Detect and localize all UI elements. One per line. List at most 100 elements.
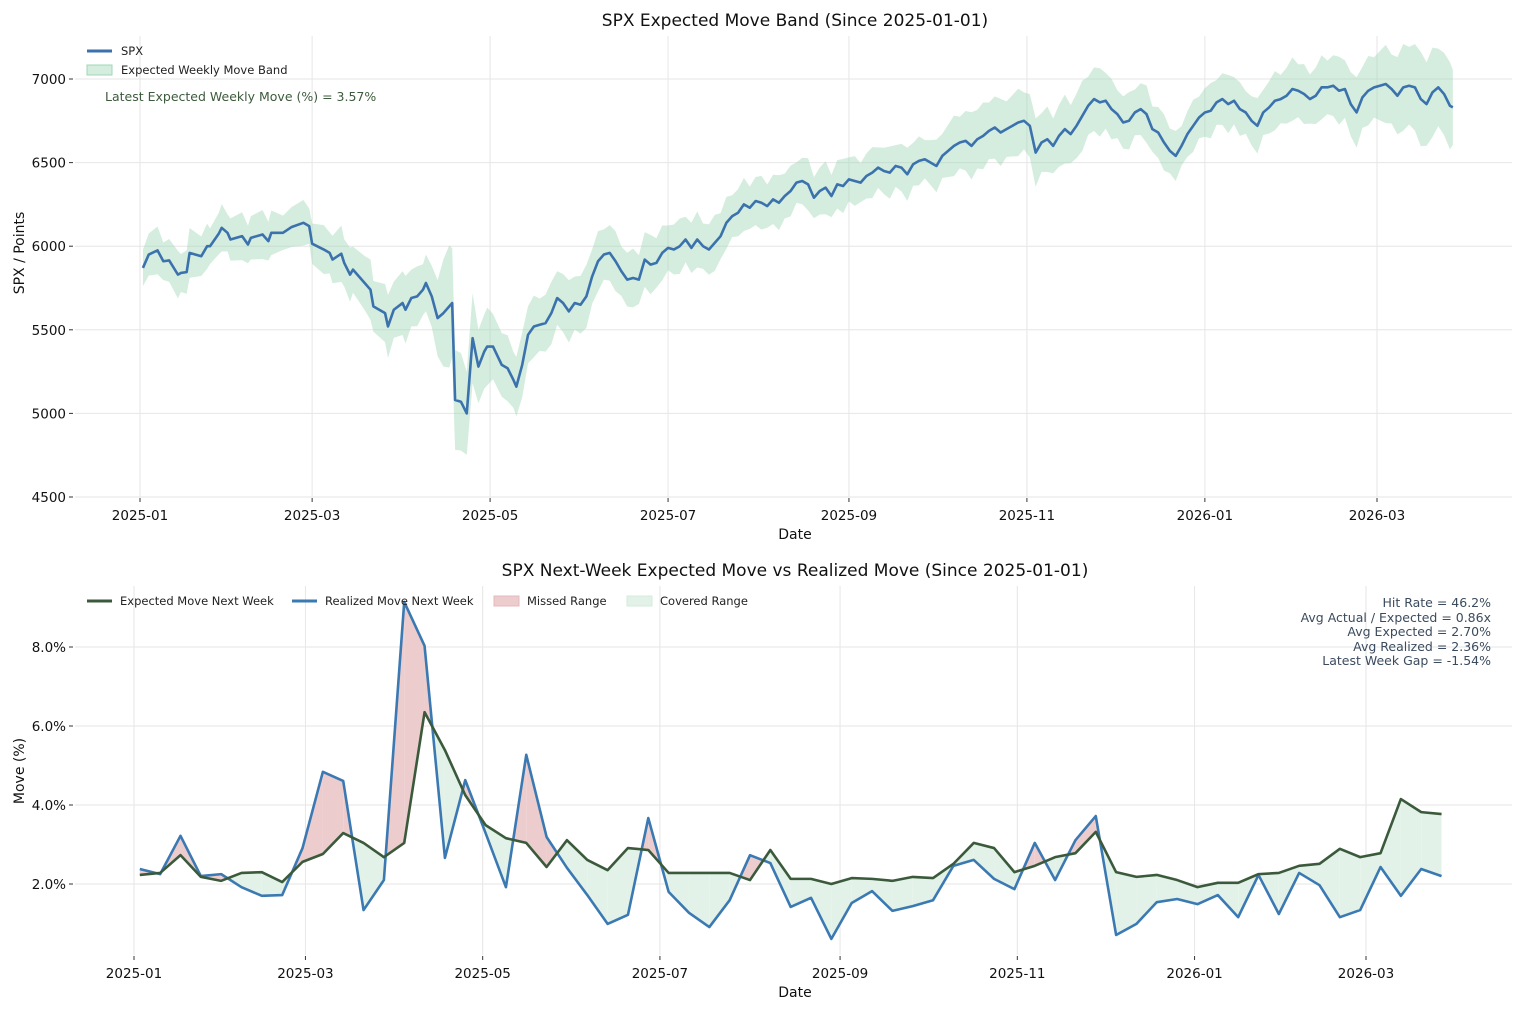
top-y-axis-label: SPX / Points: [12, 212, 28, 295]
bottom-y-tick-label: 6.0%: [32, 719, 66, 735]
top-x-tick-label: 2025-09: [821, 508, 877, 524]
covered-range-fill: [587, 859, 608, 924]
covered-range-fill: [851, 878, 873, 903]
bottom-chart-title: SPX Next-Week Expected Move vs Realized …: [502, 561, 1089, 581]
top-x-tick-label: 2025-01: [112, 508, 168, 524]
covered-range-fill: [668, 872, 689, 913]
bottom-y-tick-label: 2.0%: [32, 877, 66, 893]
realized-move-line: [139, 600, 1442, 941]
covered-range-fill: [1116, 872, 1137, 935]
top-x-tick-label: 2025-11: [999, 508, 1055, 524]
bottom-x-tick-label: 2025-05: [454, 966, 510, 982]
bottom-y-tick-label: 8.0%: [32, 640, 66, 656]
band-area: [142, 44, 1453, 455]
covered-range-fill: [1400, 799, 1422, 896]
top-y-tick-label: 6000: [32, 239, 66, 255]
covered-range-fill: [872, 878, 893, 911]
top-chart: SPX Expected Move Band (Since 2025-01-01…: [12, 11, 1512, 543]
bottom-x-tick-label: 2026-03: [1338, 966, 1394, 982]
move-lines: [139, 600, 1442, 941]
missed-range-fill: [322, 771, 344, 854]
covered-range-fill: [1360, 853, 1381, 911]
legend-band-swatch: [86, 64, 113, 76]
covered-range-fill: [1339, 848, 1361, 918]
covered-range-fill: [892, 876, 913, 911]
covered-range-fill: [363, 842, 384, 911]
covered-range-fill: [1421, 812, 1442, 877]
bottom-chart: SPX Next-Week Expected Move vs Realized …: [12, 561, 1512, 1001]
range-fills: [139, 601, 1442, 939]
legend-spx-label: SPX: [121, 44, 143, 58]
top-x-tick-label: 2025-05: [462, 508, 518, 524]
covered-range-fill: [770, 850, 791, 907]
missed-range-fill: [526, 754, 547, 868]
legend-missed-swatch: [493, 595, 520, 607]
bottom-x-axis-label: Date: [778, 985, 811, 1001]
missed-range-fill: [546, 836, 558, 868]
bottom-x-tick-label: 2026-01: [1166, 966, 1222, 982]
legend-band-label: Expected Weekly Move Band: [121, 63, 288, 77]
stats-box: Hit Rate = 46.2% Avg Actual / Expected =…: [1301, 595, 1492, 668]
legend-covered-label: Covered Range: [660, 594, 748, 608]
covered-range-fill: [261, 872, 283, 896]
bottom-x-tick-label: 2025-01: [106, 966, 162, 982]
bottom-x-tick-label: 2025-03: [277, 966, 333, 982]
covered-range-fill: [912, 876, 934, 907]
covered-range-fill: [1217, 882, 1239, 918]
missed-range-fill: [1075, 816, 1096, 854]
covered-range-fill: [566, 840, 588, 896]
top-x-tick-label: 2026-01: [1177, 508, 1233, 524]
bottom-axis-ticks: 2025-01 2025-03 2025-05 2025-07 2025-09 2025-…: [32, 640, 1395, 982]
covered-range-fill: [973, 842, 995, 879]
expected-move-line: [139, 710, 1442, 889]
top-x-tick-label: 2026-03: [1349, 508, 1405, 524]
covered-range-fill: [811, 878, 832, 939]
bottom-legend: Expected Move Next Week Realized Move Ne…: [87, 594, 748, 608]
covered-range-fill: [1319, 848, 1340, 918]
top-y-tick-label: 4500: [32, 490, 66, 506]
top-x-tick-label: 2025-03: [284, 508, 340, 524]
covered-range-fill: [444, 750, 463, 858]
top-x-tick-label: 2025-07: [640, 508, 696, 524]
covered-range-fill: [241, 872, 262, 896]
covered-range-fill: [1380, 799, 1401, 896]
covered-range-fill: [1156, 874, 1178, 903]
covered-range-fill: [607, 848, 628, 924]
covered-range-fill: [994, 848, 1015, 890]
covered-range-fill: [1136, 874, 1157, 924]
missed-range-fill: [404, 601, 425, 843]
covered-range-fill: [831, 878, 852, 939]
top-chart-title: SPX Expected Move Band (Since 2025-01-01…: [602, 11, 988, 31]
legend-realized-label: Realized Move Next Week: [325, 594, 474, 608]
bottom-x-tick-label: 2025-11: [989, 966, 1045, 982]
covered-range-fill: [688, 872, 710, 928]
top-y-tick-label: 5500: [32, 323, 66, 339]
bottom-y-tick-label: 4.0%: [32, 798, 66, 814]
legend-covered-swatch: [626, 595, 653, 607]
legend-expected-label: Expected Move Next Week: [120, 594, 274, 608]
covered-range-fill: [1299, 863, 1320, 886]
stat-avg-ratio: Avg Actual / Expected = 0.86x: [1301, 610, 1491, 625]
top-legend: SPX Expected Weekly Move Band: [86, 44, 288, 77]
covered-range-fill: [1197, 882, 1218, 905]
stat-hit-rate: Hit Rate = 46.2%: [1382, 595, 1491, 610]
top-axis-ticks: 2025-01 2025-03 2025-05 2025-07 2025-09 2025-…: [32, 72, 1406, 524]
spx-series-line: [141, 82, 1454, 415]
legend-missed-label: Missed Range: [527, 594, 607, 608]
stat-avg-expected: Avg Expected = 2.70%: [1347, 624, 1491, 639]
top-y-tick-label: 7000: [32, 72, 66, 88]
bottom-y-axis-label: Move (%): [12, 738, 28, 804]
covered-range-fill: [709, 872, 730, 928]
expected-move-band: [142, 44, 1453, 455]
covered-range-fill: [557, 840, 567, 868]
stat-avg-realized: Avg Realized = 2.36%: [1353, 639, 1491, 654]
top-y-tick-label: 6500: [32, 156, 66, 172]
top-y-tick-label: 5000: [32, 406, 66, 422]
spx-line: [141, 82, 1454, 415]
top-x-axis-label: Date: [778, 527, 811, 543]
bottom-x-tick-label: 2025-07: [632, 966, 688, 982]
latest-expected-move-annotation: Latest Expected Weekly Move (%) = 3.57%: [105, 89, 376, 104]
bottom-x-tick-label: 2025-09: [812, 966, 868, 982]
stat-latest-gap: Latest Week Gap = -1.54%: [1322, 653, 1491, 668]
